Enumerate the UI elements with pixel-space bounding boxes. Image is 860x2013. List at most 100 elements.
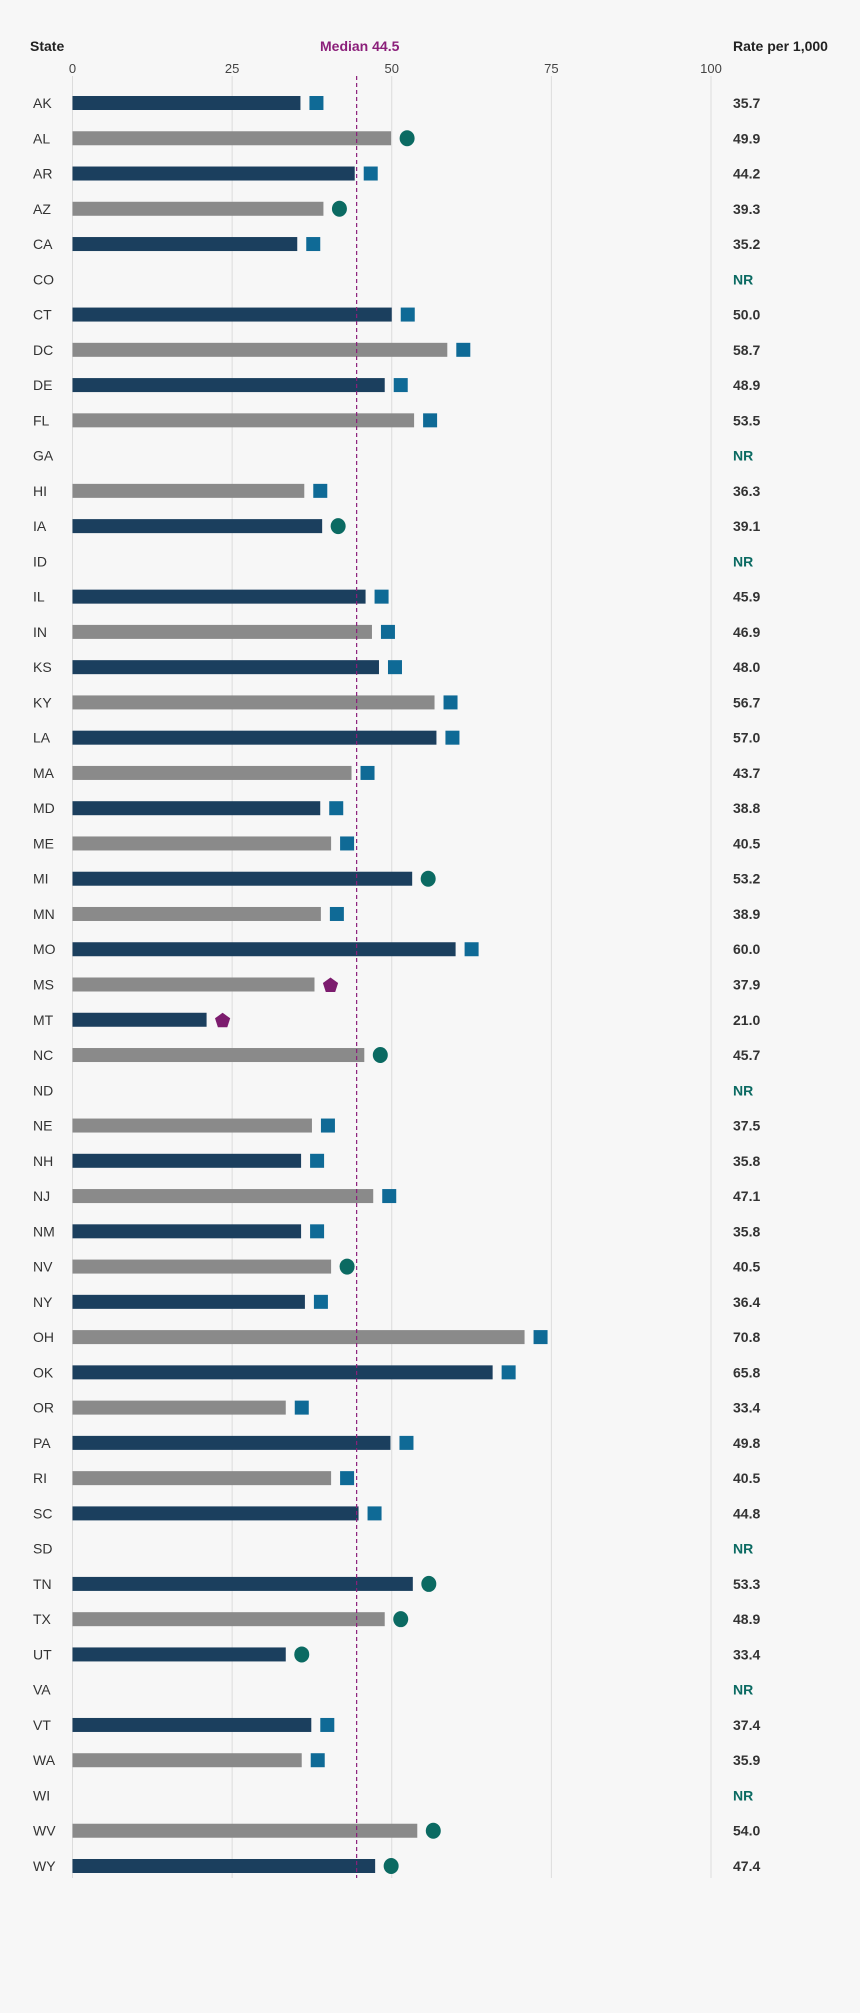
state-label: SC — [33, 1505, 52, 1521]
square-marker — [464, 942, 479, 957]
state-label: MN — [33, 906, 55, 922]
rate-value-label: 39.3 — [733, 201, 760, 217]
state-label: KY — [33, 694, 52, 710]
bar-az — [72, 201, 324, 216]
rate-value-label: NR — [733, 448, 753, 464]
bar-sc — [72, 1506, 359, 1521]
bar-nc — [72, 1048, 365, 1063]
rate-value-label: 44.2 — [733, 166, 760, 182]
state-label: AL — [33, 130, 50, 146]
state-column-header: State — [30, 38, 65, 54]
rate-value-label: 33.4 — [733, 1646, 760, 1662]
rate-value-label: NR — [733, 1082, 753, 1098]
state-label: CO — [33, 271, 54, 287]
square-marker — [393, 378, 408, 393]
bar-ok — [72, 1365, 493, 1380]
square-marker — [340, 1471, 355, 1486]
square-marker — [313, 483, 328, 498]
bar-ks — [72, 660, 379, 675]
square-marker — [320, 1118, 335, 1133]
bar-me — [72, 836, 332, 851]
rate-value-label: 44.8 — [733, 1505, 760, 1521]
bar-nv — [72, 1259, 332, 1274]
state-label: CA — [33, 236, 53, 252]
square-marker — [310, 1224, 325, 1239]
square-marker — [456, 342, 471, 357]
rate-value-label: 60.0 — [733, 941, 760, 957]
bar-mt — [72, 1012, 207, 1027]
x-tick-label: 100 — [700, 61, 722, 76]
bar-hi — [72, 483, 305, 498]
circle-marker — [425, 1822, 441, 1839]
state-label: DE — [33, 377, 52, 393]
x-tick-label: 25 — [225, 61, 239, 76]
square-marker — [380, 624, 395, 639]
state-label: UT — [33, 1646, 52, 1662]
bar-ut — [72, 1647, 286, 1662]
square-marker — [360, 765, 375, 780]
rate-value-label: 48.0 — [733, 659, 760, 675]
bar-ma — [72, 765, 352, 780]
median-label: Median 44.5 — [320, 38, 400, 54]
circle-marker — [372, 1047, 388, 1064]
bar-ms — [72, 977, 315, 992]
state-label: FL — [33, 412, 50, 428]
bar-tn — [72, 1576, 413, 1591]
rate-value-label: 57.0 — [733, 730, 760, 746]
bar-ky — [72, 695, 435, 710]
bar-md — [72, 801, 321, 816]
state-label: WV — [33, 1823, 56, 1839]
square-marker — [382, 1189, 397, 1204]
bar-wv — [72, 1823, 418, 1838]
bar-nh — [72, 1153, 302, 1168]
state-label: NH — [33, 1153, 53, 1169]
rate-value-label: 21.0 — [733, 1012, 760, 1028]
bar-ri — [72, 1471, 332, 1486]
bar-pa — [72, 1435, 391, 1450]
square-marker — [423, 413, 438, 428]
rate-value-label: NR — [733, 1787, 753, 1803]
rate-value-label: 37.9 — [733, 977, 760, 993]
x-tick-label: 0 — [69, 61, 76, 76]
rate-value-label: 43.7 — [733, 765, 760, 781]
state-label: RI — [33, 1470, 47, 1486]
square-marker — [367, 1506, 382, 1521]
state-label: AR — [33, 166, 52, 182]
bar-mo — [72, 942, 456, 957]
bar-tx — [72, 1612, 385, 1627]
circle-marker — [421, 1575, 437, 1592]
state-label: NJ — [33, 1188, 50, 1204]
bar-ia — [72, 519, 323, 534]
rate-value-label: 36.4 — [733, 1294, 760, 1310]
rate-value-label: 35.8 — [733, 1223, 760, 1239]
state-label: AZ — [33, 201, 51, 217]
bar-nj — [72, 1189, 374, 1204]
state-label: TX — [33, 1611, 52, 1627]
bar-mi — [72, 871, 413, 886]
rate-value-label: 35.9 — [733, 1752, 760, 1768]
state-label: DC — [33, 342, 53, 358]
square-marker — [445, 730, 460, 745]
state-label: MT — [33, 1012, 54, 1028]
bar-ak — [72, 96, 301, 110]
rate-value-label: 65.8 — [733, 1364, 760, 1380]
state-label: LA — [33, 730, 51, 746]
rate-value-label: NR — [733, 1541, 753, 1557]
rate-value-label: 45.9 — [733, 589, 760, 605]
rate-column-header: Rate per 1,000 — [733, 38, 828, 54]
square-marker — [313, 1294, 328, 1309]
square-marker — [329, 906, 344, 921]
bar-fl — [72, 413, 415, 428]
state-label: NY — [33, 1294, 53, 1310]
rate-value-label: 46.9 — [733, 624, 760, 640]
x-tick-label: 75 — [544, 61, 558, 76]
rate-value-label: 37.5 — [733, 1118, 760, 1134]
rate-value-label: 54.0 — [733, 1823, 760, 1839]
rate-value-label: 35.7 — [733, 95, 760, 111]
square-marker — [533, 1330, 548, 1345]
circle-marker — [393, 1611, 409, 1628]
state-label: MD — [33, 800, 55, 816]
rate-value-label: 39.1 — [733, 518, 760, 534]
state-label: OH — [33, 1329, 54, 1345]
